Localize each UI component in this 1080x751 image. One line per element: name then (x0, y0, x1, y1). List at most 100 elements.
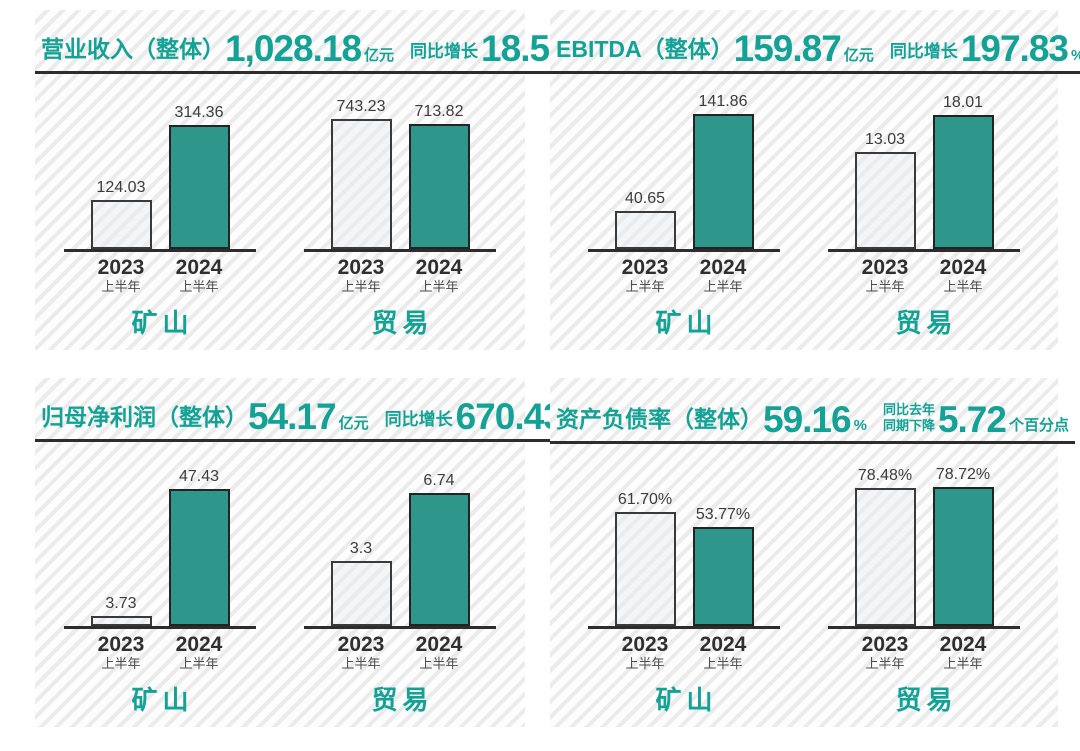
category-2024: 2024 上半年 (409, 634, 470, 671)
category-year: 2023 (861, 633, 909, 657)
category-year: 2024 (415, 256, 463, 280)
category-sub: 上半年 (341, 656, 381, 672)
bar-slot: 314.36 (168, 105, 230, 250)
category-year: 2024 (699, 256, 747, 280)
category-2023: 2023 上半年 (91, 257, 152, 294)
category-sub: 上半年 (703, 656, 743, 672)
category-2023: 2023 上半年 (615, 634, 676, 671)
chart-group-trade: 13.03 18.01 2023 上半年 2024 上半年贸易 (828, 77, 1020, 340)
bar-value-label: 40.65 (624, 189, 666, 207)
category-2024: 2024 上半年 (409, 257, 470, 294)
bar-value-label: 141.86 (698, 93, 748, 111)
bar-slot: 47.43 (168, 469, 230, 627)
bar-slot: 3.3 (330, 540, 392, 627)
category-sub: 上半年 (625, 656, 665, 672)
segment-label: 矿山 (655, 308, 718, 338)
bars-area: 78.48% 78.72% (828, 454, 1020, 630)
category-labels: 2023 上半年 2024 上半年 (64, 257, 256, 294)
bar-slot: 18.01 (932, 95, 994, 250)
bar-slot: 141.86 (692, 93, 754, 250)
headline-unit: % (853, 417, 867, 435)
change-value: 5.72 (937, 398, 1007, 440)
headline-value: 1,028.18 (225, 28, 362, 69)
category-labels: 2023 上半年 2024 上半年 (828, 257, 1020, 294)
chart-group-mining: 61.70% 53.77% 2023 上半年 2024 上半年 矿山 (588, 454, 780, 717)
change-label: 同比增长 (410, 42, 478, 62)
segment-label: 贸易 (895, 685, 958, 715)
bars-area: 3.73 47.43 (64, 454, 256, 630)
category-2024: 2024 上半年 (693, 257, 754, 294)
category-year: 2024 (175, 256, 223, 280)
category-2023: 2023 上半年 (91, 634, 152, 671)
category-year: 2023 (621, 633, 669, 657)
bar-value-label: 6.74 (423, 472, 455, 490)
category-labels: 2023 上半年 2024 上半年 (588, 634, 780, 671)
category-sub: 上半年 (943, 279, 983, 295)
bars-area: 124.03 314.36 (64, 77, 256, 253)
headline-value: 159.87 (733, 28, 842, 69)
bar-slot: 13.03 (854, 131, 916, 250)
chart-groups: 124.03 314.36 2023 上半年 2024 上半年 矿山 743.23 713.82… (35, 77, 525, 340)
segment-label: 矿山 (131, 308, 194, 338)
category-sub: 上半年 (341, 279, 381, 295)
category-sub: 上半年 (101, 279, 141, 295)
chart-group-mining: 124.03 314.36 2023 上半年 2024 上半年 矿山 (64, 77, 256, 340)
category-year: 2024 (939, 256, 987, 280)
chart-group-trade: 3.3 6.74 2023 上半年 2024 上半年 贸易 (304, 454, 496, 717)
change-unit: 个百分点 (1008, 417, 1069, 435)
category-sub: 上半年 (865, 656, 905, 672)
category-year: 2023 (337, 256, 385, 280)
bar-slot: 53.77% (692, 506, 754, 627)
bar-value-label: 53.77% (695, 506, 751, 524)
category-year: 2024 (699, 633, 747, 657)
category-2024: 2024 上半年 (169, 257, 230, 294)
segment-label: 贸易 (895, 308, 958, 338)
category-sub: 上半年 (419, 656, 459, 672)
bar-slot: 78.72% (932, 466, 994, 627)
chart-group-mining: 40.65 141.86 2023 上半年 2024 上半年矿山 (588, 77, 780, 340)
bars-area: 3.3 6.74 (304, 454, 496, 630)
chart-groups: 40.65 141.86 2023 上半年 2024 上半年矿山 13.03 18.01 202… (550, 77, 1058, 340)
category-2023: 2023 上半年 (855, 634, 916, 671)
category-2024: 2024 上半年 (169, 634, 230, 671)
bar-2024-teal (408, 493, 470, 627)
bar-value-label: 13.03 (864, 131, 906, 149)
bar-2023-gray (330, 561, 392, 627)
headline-value: 54.17 (248, 396, 337, 437)
bar-2024-teal (932, 487, 994, 627)
bar-slot: 78.48% (854, 467, 916, 627)
segment-label: 矿山 (655, 685, 718, 715)
bar-value-label: 78.72% (935, 466, 991, 484)
change-label: 同比去年 同期下降 (883, 402, 935, 433)
bar-value-label: 3.3 (349, 540, 373, 558)
category-2024: 2024 上半年 (693, 634, 754, 671)
category-2024: 2024 上半年 (933, 634, 994, 671)
category-sub: 上半年 (703, 279, 743, 295)
headline-unit: 亿元 (364, 46, 395, 64)
change-label-line: 同期下降 (882, 417, 935, 433)
category-labels: 2023 上半年 2024 上半年 (304, 257, 496, 294)
panel-title: 归母净利润（整体） (41, 403, 248, 430)
segment-label: 贸易 (371, 308, 434, 338)
bars-area: 13.03 18.01 (828, 77, 1020, 253)
panel-debt-ratio: 资产负债率（整体） 59.16% 同比去年 同期下降 5.72 个百分点 61.70% 53.… (550, 378, 1075, 727)
bar-2024-teal (692, 527, 754, 627)
category-sub: 上半年 (625, 279, 665, 295)
bar-2023-gray (614, 512, 676, 627)
category-sub: 上半年 (865, 279, 905, 295)
category-labels: 2023 上半年 2024 上半年 (588, 257, 780, 294)
category-year: 2023 (337, 633, 385, 657)
category-labels: 2023 上半年 2024 上半年 (828, 634, 1020, 671)
category-labels: 2023 上半年 2024 上半年 (304, 634, 496, 671)
bar-2024-teal (408, 124, 470, 250)
category-sub: 上半年 (419, 279, 459, 295)
bar-2024-teal (692, 114, 754, 250)
bar-slot: 6.74 (408, 472, 470, 627)
category-sub: 上半年 (943, 656, 983, 672)
